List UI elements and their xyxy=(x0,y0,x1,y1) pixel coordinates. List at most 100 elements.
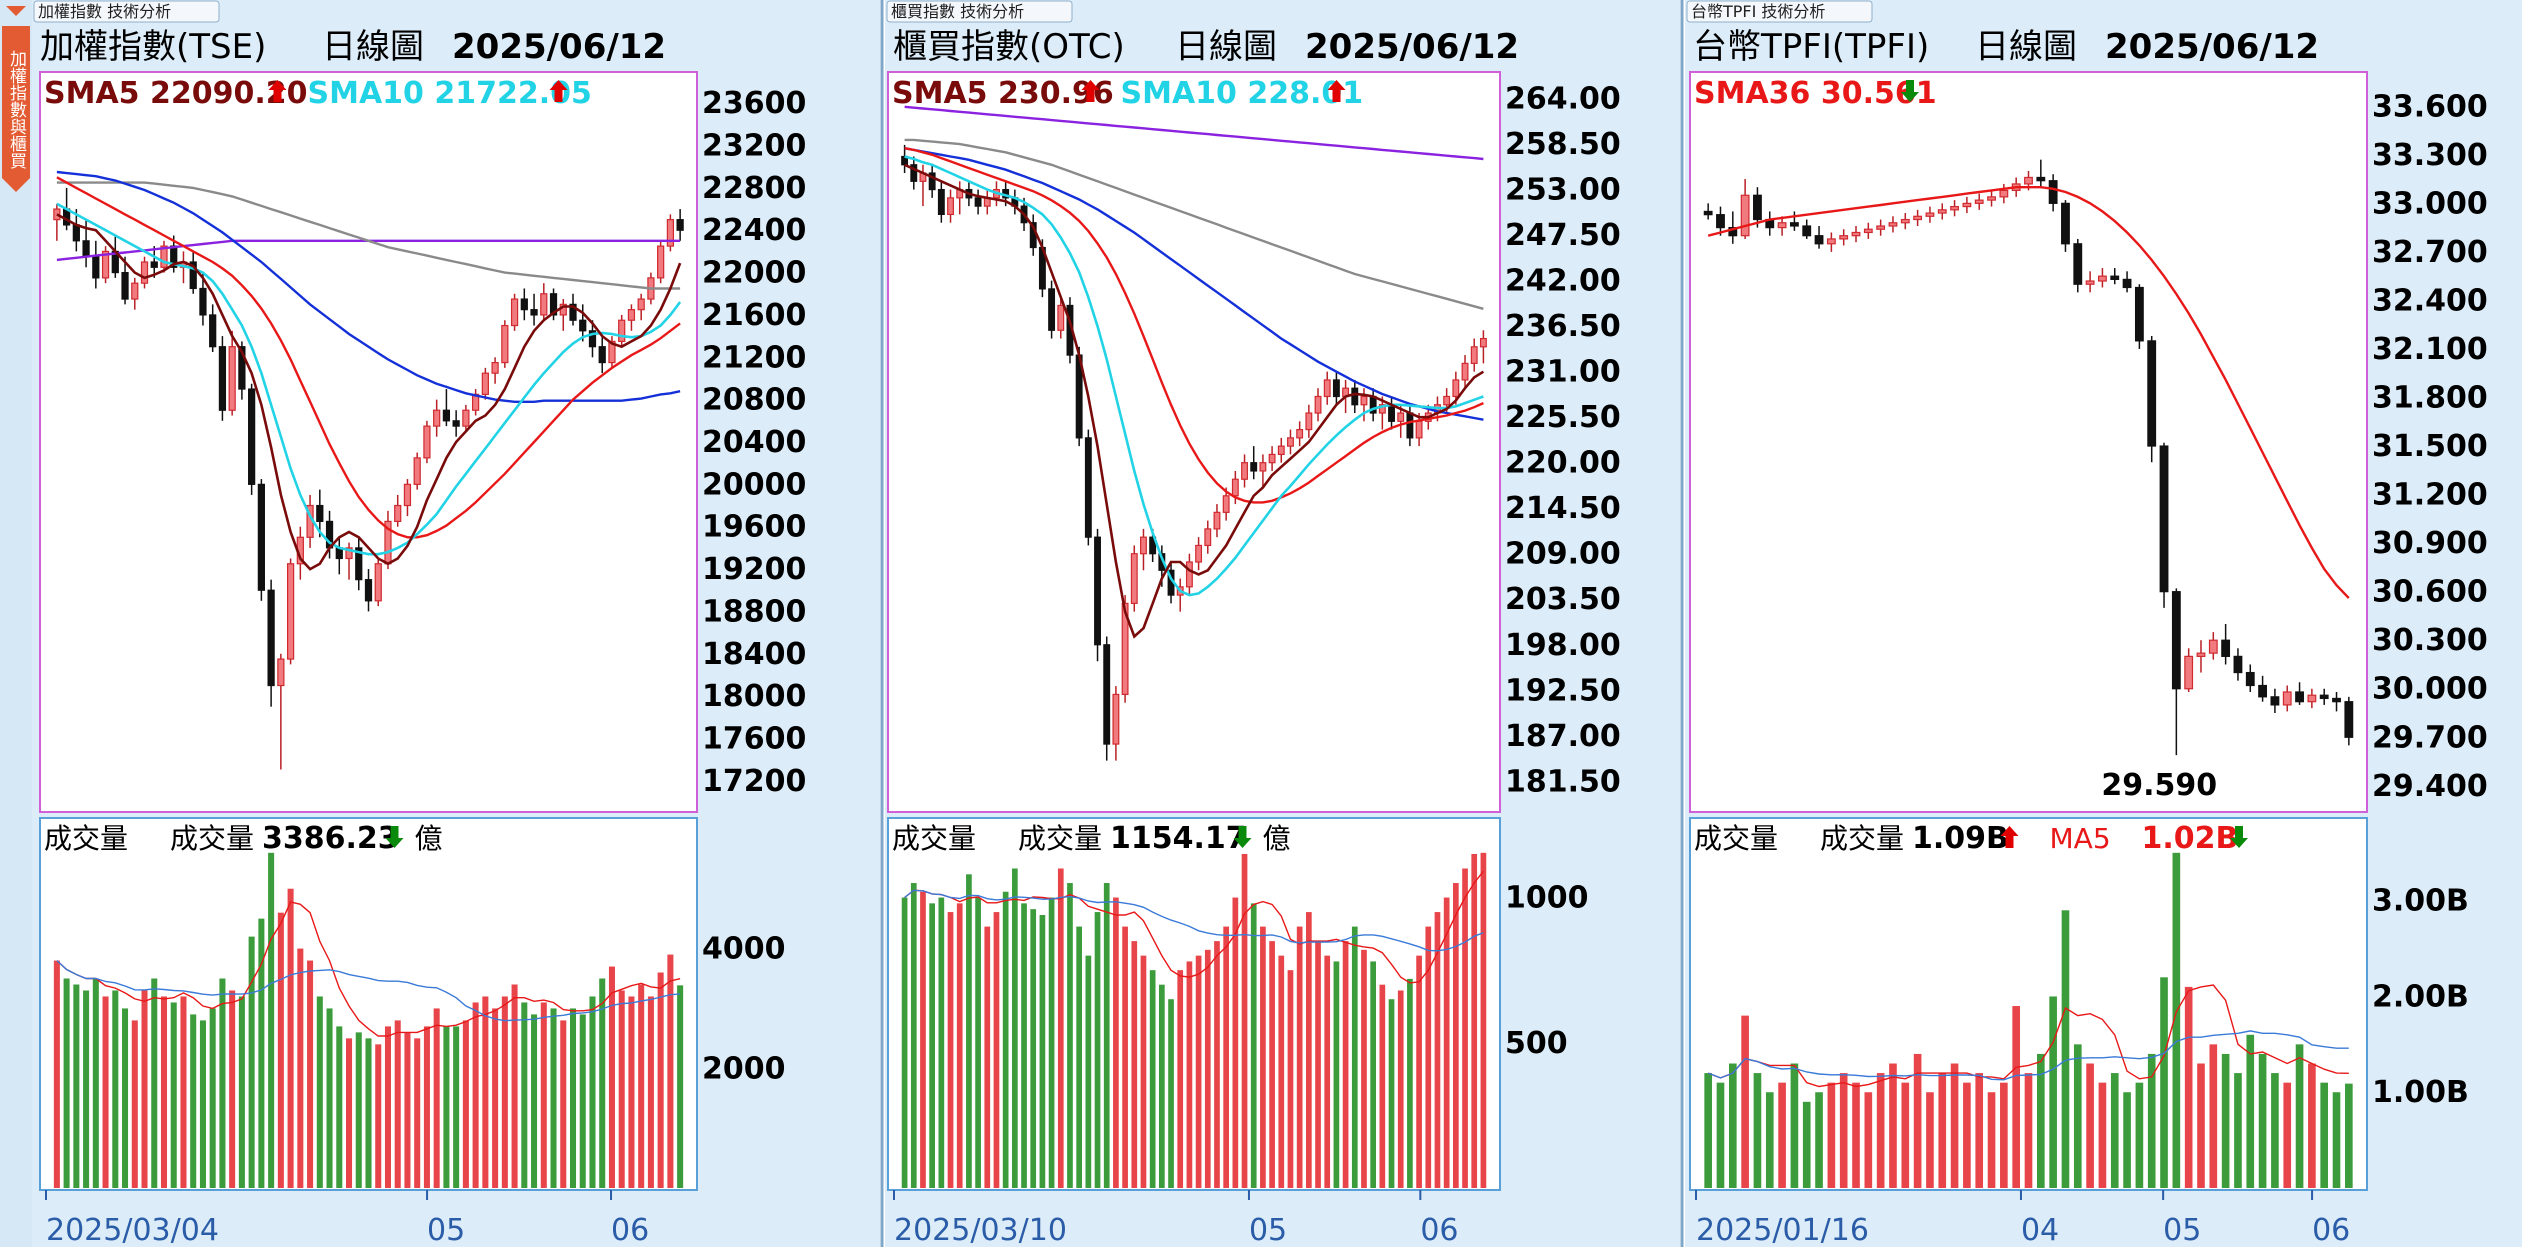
chevron-down-icon[interactable] xyxy=(6,6,26,16)
candle-body xyxy=(1753,194,1762,221)
volume-bar xyxy=(1815,1092,1823,1188)
panel-tab[interactable] xyxy=(1686,0,1873,23)
volume-bar xyxy=(1462,868,1468,1188)
side-tab[interactable]: 加權指數與櫃買 xyxy=(0,0,32,1247)
candle-body xyxy=(160,245,168,268)
candle-body xyxy=(92,256,100,279)
candle-body xyxy=(72,224,80,242)
volume-bar xyxy=(1011,868,1018,1188)
candle-body xyxy=(2122,278,2132,289)
volume-bar xyxy=(1802,1101,1811,1188)
price-plot-area[interactable] xyxy=(39,71,698,813)
price-plot-area[interactable] xyxy=(1689,71,2368,813)
price-tick-label: 253.00 xyxy=(1505,173,1621,208)
volume-tick-label: 2000 xyxy=(702,1051,786,1086)
volume-bar xyxy=(1790,1063,1799,1188)
price-tick-label: 33.600 xyxy=(2372,89,2488,124)
volume-bar xyxy=(1963,1082,1971,1188)
candle-body xyxy=(403,483,412,507)
volume-bar xyxy=(1296,926,1303,1188)
volume-bar xyxy=(384,1026,391,1188)
volume-bar xyxy=(1397,990,1404,1188)
candle-body xyxy=(2159,445,2169,593)
candle-body xyxy=(627,309,636,321)
candle-body xyxy=(520,298,528,311)
price-tick-label: 30.000 xyxy=(2372,672,2488,707)
volume-bar xyxy=(2221,1053,2230,1188)
volume-legend-label: 成交量 xyxy=(1820,822,1904,855)
candle-body xyxy=(1826,238,1836,245)
candle-body xyxy=(910,164,918,182)
volume-bar xyxy=(2308,1063,2316,1188)
candle-body xyxy=(209,314,217,348)
volume-bar xyxy=(229,990,236,1188)
index-name: 台幣TPFI(TPFI) xyxy=(1693,27,1929,67)
volume-bar xyxy=(433,1008,440,1188)
candle-body xyxy=(1950,205,1959,211)
candle-body xyxy=(1305,412,1313,431)
arrow-down-icon xyxy=(1901,80,1919,102)
volume-bar xyxy=(199,1020,206,1188)
candle-body xyxy=(666,219,675,247)
volume-bar xyxy=(1094,912,1101,1188)
arrow-up-icon xyxy=(1327,80,1346,102)
volume-bar xyxy=(966,874,972,1188)
volume-bar xyxy=(472,1002,479,1188)
volume-bar xyxy=(2320,1082,2329,1188)
volume-bar xyxy=(1876,1073,1885,1188)
candle-body xyxy=(1397,412,1405,422)
volume-bar xyxy=(238,996,245,1188)
price-legend: SMA36 30.561 xyxy=(1694,76,1937,111)
volume-legend-value: 1.02B xyxy=(2142,821,2239,856)
price-axis: 23600 23200 22800 22400 22000 21600 21200 20800… xyxy=(702,86,806,799)
series-line-sma10 xyxy=(904,155,1484,597)
candle-body xyxy=(1974,199,1984,204)
legend-sma5: SMA5 22090.20 xyxy=(44,76,308,111)
candle-body xyxy=(501,324,509,364)
volume-bar xyxy=(1753,1073,1762,1188)
volume-bar xyxy=(1241,853,1248,1188)
candle-body xyxy=(2307,694,2317,703)
volume-tick-label: 1000 xyxy=(1505,881,1589,916)
candle-body xyxy=(1268,453,1276,464)
candle-body xyxy=(218,346,227,411)
volume-legend-value: 3386.23 xyxy=(262,821,399,856)
volume-bar xyxy=(2345,1083,2353,1188)
candle-body xyxy=(2073,243,2083,285)
candle-body xyxy=(53,208,61,221)
candle-body xyxy=(1103,644,1111,745)
candle-body xyxy=(1962,202,1972,208)
moving-averages xyxy=(904,105,1485,639)
price-plot-area[interactable] xyxy=(887,71,1501,813)
candle-body xyxy=(1851,231,1861,237)
volume-bar xyxy=(608,966,615,1188)
volume-title: 成交量 xyxy=(44,822,128,855)
price-tick-label: 220.00 xyxy=(1505,446,1621,481)
price-tick-label: 209.00 xyxy=(1505,537,1621,572)
price-tick-label: 32.100 xyxy=(2372,332,2488,367)
candle-body xyxy=(1443,395,1451,406)
volume-bar xyxy=(1223,926,1230,1188)
price-tick-label: 20400 xyxy=(702,425,806,460)
volume-bar xyxy=(521,1002,528,1188)
price-tick-label: 258.50 xyxy=(1505,127,1621,162)
candle-body xyxy=(1740,194,1750,237)
candle-body xyxy=(1703,210,1713,216)
panel-tab[interactable] xyxy=(33,0,220,23)
volume-bar xyxy=(1278,955,1285,1188)
moving-averages xyxy=(1707,185,2350,599)
volume-bar xyxy=(248,936,255,1188)
x-tick-label: 05 xyxy=(427,1213,465,1247)
series-line-sma60 xyxy=(904,147,1484,421)
panel-tab[interactable] xyxy=(886,0,1073,23)
volume-ma-line xyxy=(56,960,681,1022)
candle-body xyxy=(101,250,110,279)
volume-bar xyxy=(1351,926,1358,1188)
volume-bar xyxy=(1021,903,1027,1188)
candle-body xyxy=(199,287,207,316)
low-label: 29.590 xyxy=(2101,768,2217,803)
price-tick-label: 29.700 xyxy=(2372,720,2488,755)
volume-bar xyxy=(550,1008,557,1188)
